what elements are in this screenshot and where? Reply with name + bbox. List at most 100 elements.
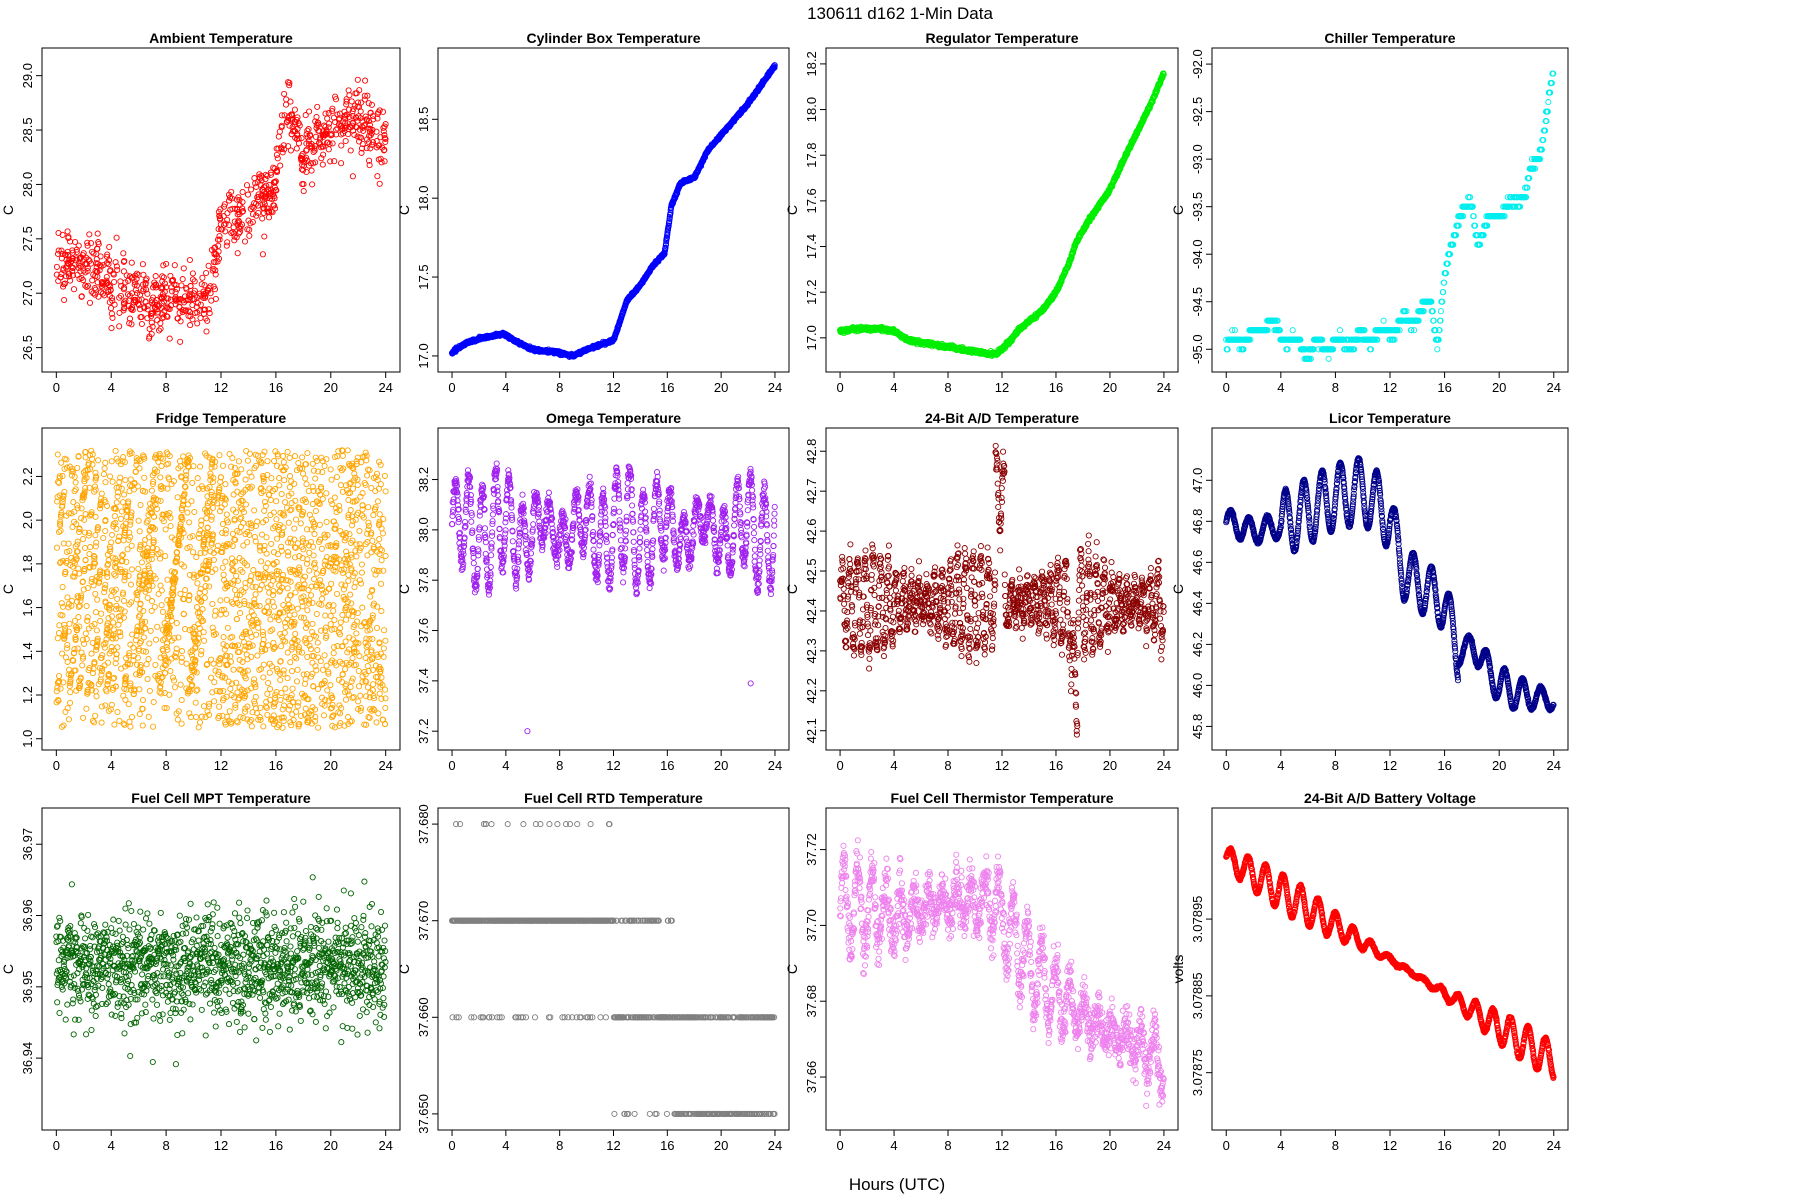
data-point [84,239,91,246]
data-point [343,98,350,105]
data-point [166,335,173,342]
data-point [345,106,353,113]
data-point [163,313,170,320]
data-point [175,296,182,303]
data-point [198,281,205,288]
data-point [113,263,120,270]
data-point [373,138,380,145]
data-point [265,214,273,221]
data-point [127,518,134,525]
data-point [220,571,227,578]
data-point [189,316,196,323]
data-point [114,266,121,273]
data-point [262,191,269,198]
data-point [203,328,210,335]
data-point [142,648,150,655]
data-point [295,120,302,127]
data-point [331,494,338,501]
data-point [302,112,309,119]
data-point [202,294,209,301]
data-point [354,99,362,106]
data-point [1543,118,1550,125]
data-point [381,158,388,165]
data-point [328,131,335,138]
data-point [229,205,236,212]
data-point [288,722,295,729]
data-point [303,146,310,153]
data-point [141,305,148,312]
data-point [1542,127,1549,134]
data-point [365,714,372,721]
data-point [267,169,274,176]
data-point [160,455,167,462]
data-point [199,274,206,281]
data-point [196,290,203,297]
data-point [359,124,367,131]
y-tick-label: 17.4 [804,234,819,259]
data-point [87,240,95,247]
data-point [1336,327,1344,334]
y-tick-label: 17.8 [804,143,819,168]
data-point [120,307,127,314]
data-point [309,181,316,188]
panel-title: Cylinder Box Temperature [526,30,700,46]
data-point [212,271,219,278]
data-point [93,260,100,267]
data-point [289,128,296,135]
x-tick-label: 0 [1223,380,1230,395]
data-point [104,251,111,258]
y-tick-label: -92.0 [1190,49,1205,79]
data-point [143,275,150,282]
data-point [103,260,110,267]
data-point [231,218,238,225]
data-point [194,320,201,327]
data-point [305,162,313,169]
data-point [210,283,217,290]
data-point [1231,327,1238,334]
data-point [373,128,380,135]
data-point [1297,336,1304,343]
data-point [61,296,68,304]
data-point [332,93,339,100]
data-point [187,322,194,329]
data-point [327,158,334,165]
data-point [189,276,196,283]
data-point [379,108,387,115]
data-point [1380,317,1387,324]
data-point [276,128,283,135]
data-point [318,155,325,162]
data-point [259,251,266,258]
data-point [1452,232,1460,239]
x-tick-label: 4 [1277,380,1284,395]
data-point [111,513,118,520]
data-point [333,131,340,138]
data-point [307,646,315,653]
data-point [382,121,389,128]
data-point [99,290,106,297]
data-point [58,723,66,730]
data-point [271,179,278,186]
data-point [239,208,246,215]
data-point [1240,346,1247,353]
data-point [233,234,240,241]
data-point [244,226,251,233]
data-point [197,314,204,322]
data-point [771,62,778,69]
data-point [126,315,134,322]
figure-xlabel: Hours (UTC) [849,1175,945,1194]
data-point [160,314,167,321]
data-point [321,122,328,129]
data-point [352,114,359,121]
data-point [273,516,280,523]
data-point [223,511,230,518]
data-point [313,124,320,132]
data-point [1408,327,1415,334]
data-point [53,271,60,278]
data-point [121,284,128,291]
data-point [205,306,212,313]
data-point [271,165,278,172]
data-point [300,181,307,188]
data-point [355,683,363,690]
data-point [148,297,155,304]
data-point [212,259,219,266]
